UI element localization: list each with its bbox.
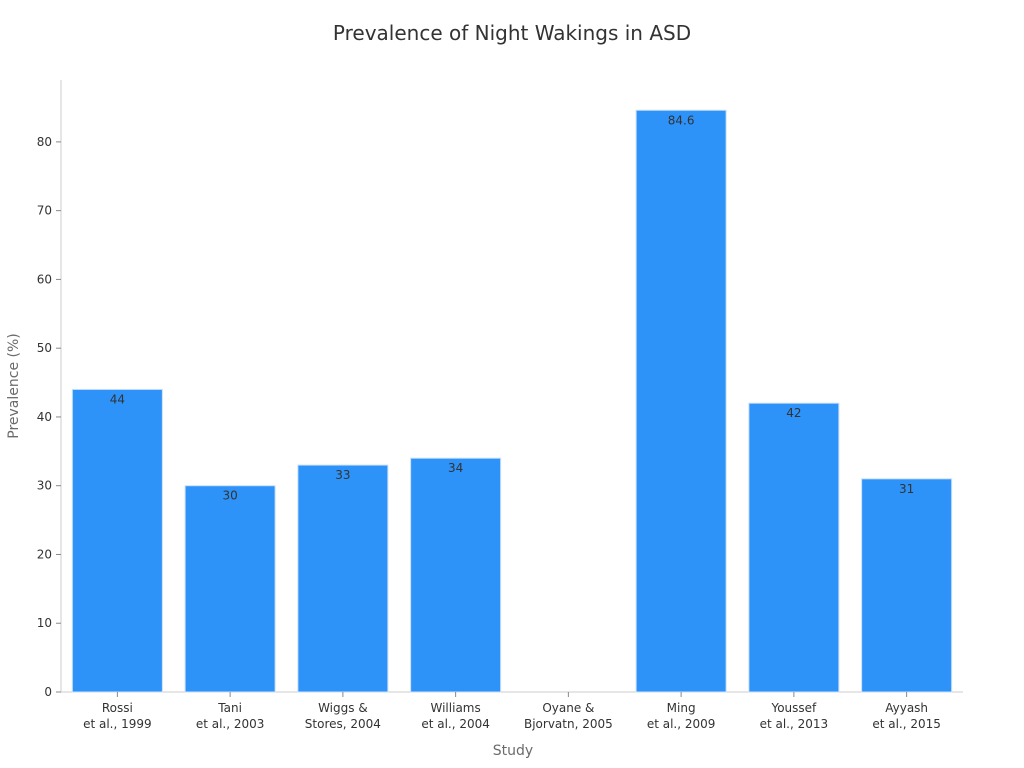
y-tick-label: 0 bbox=[44, 685, 52, 699]
x-tick-label: et al., 2004 bbox=[421, 717, 490, 731]
bar-value-label: 31 bbox=[899, 482, 914, 496]
x-tick-label: et al., 2003 bbox=[196, 717, 265, 731]
bar-value-label: 34 bbox=[448, 461, 463, 475]
bar-value-label: 30 bbox=[222, 489, 237, 503]
y-tick-label: 40 bbox=[37, 410, 52, 424]
x-axis-label: Study bbox=[493, 743, 533, 759]
x-tick-label: Ming bbox=[667, 701, 696, 715]
bar bbox=[748, 402, 840, 693]
bar-value-label: 44 bbox=[110, 392, 125, 406]
x-tick-label: Ayyash bbox=[885, 701, 928, 715]
x-tick-label: Bjorvatn, 2005 bbox=[524, 717, 613, 731]
x-tick-label: Oyane & bbox=[542, 701, 594, 715]
bar-value-label: 42 bbox=[786, 406, 801, 420]
bar-value-label: 84.6 bbox=[668, 113, 695, 127]
y-axis-label: Prevalence (%) bbox=[6, 333, 22, 439]
x-tick-label: Stores, 2004 bbox=[305, 717, 381, 731]
y-tick-label: 60 bbox=[37, 272, 52, 286]
bar bbox=[635, 109, 727, 693]
chart-title: Prevalence of Night Wakings in ASD bbox=[333, 21, 691, 45]
x-tick-label: Williams bbox=[431, 701, 481, 715]
x-tick-label: Rossi bbox=[102, 701, 133, 715]
bar bbox=[71, 388, 163, 693]
bar bbox=[410, 457, 502, 693]
plot-area: 0 10 20 30 40 50 60 70 80 44 Rossi et al., 1999 30 Ta… bbox=[37, 80, 963, 731]
y-tick-label: 30 bbox=[37, 479, 52, 493]
bar-value-label: 33 bbox=[335, 468, 350, 482]
y-tick-label: 70 bbox=[37, 204, 52, 218]
bar bbox=[297, 464, 389, 693]
x-tick-label: Wiggs & bbox=[318, 701, 368, 715]
x-tick-label: et al., 2013 bbox=[760, 717, 829, 731]
y-tick-label: 80 bbox=[37, 135, 52, 149]
y-tick-label: 20 bbox=[37, 547, 52, 561]
x-tick-label: et al., 1999 bbox=[83, 717, 152, 731]
bar bbox=[184, 485, 276, 693]
x-tick-label: Youssef bbox=[770, 701, 817, 715]
x-tick-label: Tani bbox=[217, 701, 242, 715]
y-tick-label: 10 bbox=[37, 616, 52, 630]
y-tick-label: 50 bbox=[37, 341, 52, 355]
bar bbox=[861, 478, 953, 693]
x-tick-label: et al., 2009 bbox=[647, 717, 716, 731]
x-tick-label: et al., 2015 bbox=[872, 717, 941, 731]
